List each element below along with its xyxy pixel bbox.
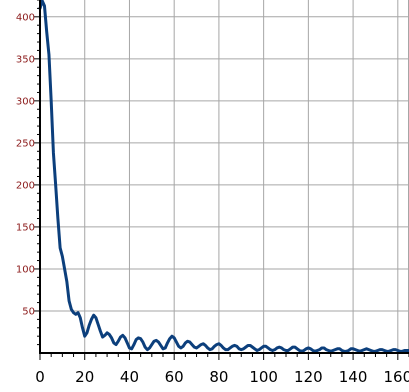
axes bbox=[34, 0, 409, 360]
y-tick-label: 300 bbox=[16, 96, 35, 107]
y-tick-label: 150 bbox=[16, 222, 35, 233]
y-tick-label: 400 bbox=[16, 12, 35, 23]
x-tick-label: 20 bbox=[75, 368, 94, 386]
x-tick-label: 40 bbox=[120, 368, 139, 386]
y-tick-label: 250 bbox=[16, 138, 35, 149]
series-line bbox=[38, 0, 409, 353]
x-tick-labels: 0 20 40 60 80 100 120 140 160 bbox=[35, 368, 409, 386]
x-tick-label: 140 bbox=[339, 368, 368, 386]
plot-area bbox=[38, 0, 409, 353]
x-tick-label: 100 bbox=[249, 368, 278, 386]
y-tick-label: 50 bbox=[22, 306, 35, 317]
gridlines bbox=[40, 0, 409, 353]
x-tick-label: 120 bbox=[294, 368, 323, 386]
y-tick-labels: 50 100 150 200 250 300 350 400 bbox=[16, 12, 35, 317]
y-tick-label: 350 bbox=[16, 54, 35, 65]
y-tick-label: 100 bbox=[16, 264, 35, 275]
x-tick-label: 60 bbox=[165, 368, 184, 386]
x-tick-label: 0 bbox=[35, 368, 45, 386]
y-tick-label: 200 bbox=[16, 180, 35, 191]
x-tick-label: 160 bbox=[383, 368, 409, 386]
x-tick-label: 80 bbox=[209, 368, 228, 386]
